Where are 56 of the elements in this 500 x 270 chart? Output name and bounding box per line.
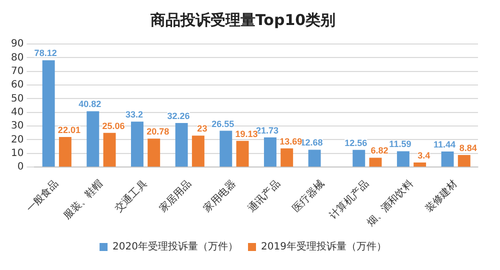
bar (148, 138, 160, 167)
data-label: 6.82 (370, 146, 388, 156)
y-tick-label: 20 (10, 134, 24, 146)
data-label: 22.01 (58, 124, 80, 135)
chart-title: 商品投诉受理量Top10类别 (149, 10, 336, 29)
data-label: 40.82 (78, 99, 102, 110)
data-label: 11.59 (389, 139, 412, 150)
y-tick-label: 10 (10, 148, 24, 160)
legend-label: 2019年受理投诉量（万件） (261, 240, 386, 253)
bar (236, 140, 249, 167)
x-tick-label: 服装、鞋帽 (61, 178, 106, 222)
bar (58, 136, 72, 167)
bar (192, 136, 204, 167)
bar (369, 158, 382, 167)
x-tick-label: 通讯产品 (246, 178, 282, 215)
data-label: 78.12 (34, 48, 57, 58)
x-tick-label: 家居用品 (157, 178, 194, 215)
bar (352, 150, 366, 167)
y-tick-label: 30 (10, 120, 24, 132)
bar (458, 155, 470, 167)
data-label: 26.55 (212, 118, 234, 129)
bar (131, 122, 144, 167)
y-tick-label: 40 (10, 106, 24, 118)
data-label: 11.44 (434, 139, 456, 150)
legend-label: 2020年受理投诉量（万件） (112, 240, 238, 253)
bar (414, 162, 426, 167)
x-tick-label: 装修建材 (423, 178, 460, 215)
data-label: 19.13 (235, 128, 258, 139)
x-tick-label: 交通工具 (112, 178, 150, 215)
y-tick-label: 80 (10, 52, 24, 64)
x-tick-label: 一般食品 (24, 178, 61, 215)
data-label: 33.2 (125, 110, 143, 120)
bar (308, 150, 321, 167)
data-label: 25.06 (102, 120, 125, 131)
data-label: 8.84 (459, 142, 477, 153)
data-label: 23 (197, 124, 208, 134)
bar (220, 130, 232, 167)
data-label: 20.78 (146, 126, 170, 137)
bar (103, 132, 116, 167)
y-tick-label: 50 (10, 93, 24, 104)
y-tick-label: 60 (10, 80, 24, 91)
data-label: 12.56 (344, 138, 368, 148)
bar (175, 122, 188, 167)
bar (42, 60, 55, 167)
bar (280, 148, 294, 167)
y-tick-label: 0 (17, 162, 24, 173)
y-tick-label: 90 (10, 38, 24, 50)
x-tick-label: 医疗器械 (290, 178, 327, 215)
bar (86, 111, 100, 167)
data-label: 32.26 (167, 110, 190, 121)
bar (396, 151, 410, 167)
bar (264, 137, 276, 167)
y-tick-label: 70 (10, 66, 24, 77)
data-label: 3.4 (418, 150, 430, 160)
x-tick-label: 家用电器 (201, 178, 238, 215)
bar (441, 151, 454, 167)
